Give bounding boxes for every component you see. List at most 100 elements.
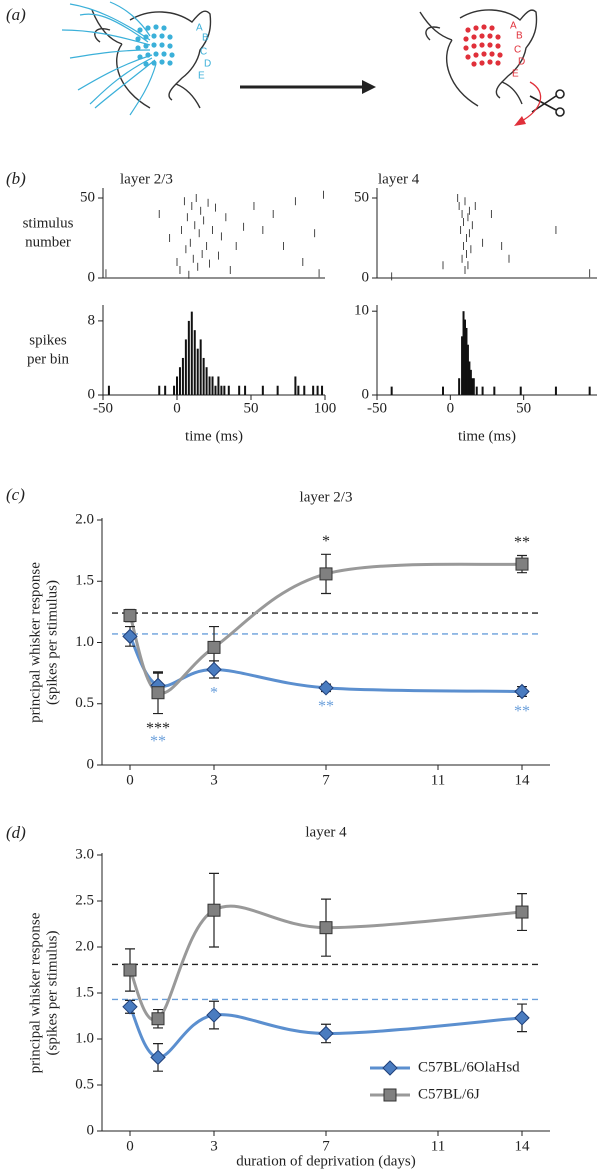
y-tick-label: 0 xyxy=(87,1122,95,1138)
x-axis-label: time (ms) xyxy=(185,428,243,444)
legend-label: C57BL/6J xyxy=(418,1086,480,1102)
y-tick-label: 0 xyxy=(88,269,96,285)
bin-bar xyxy=(178,367,181,395)
row-label: B xyxy=(516,31,523,42)
chart-title: layer 4 xyxy=(305,824,347,840)
y-tick-label: 3.0 xyxy=(75,846,94,862)
bin-bar xyxy=(190,311,193,395)
bin-bar xyxy=(208,376,211,395)
bin-bar xyxy=(223,385,226,395)
bin-bar xyxy=(458,378,461,395)
marker xyxy=(318,680,334,696)
marker xyxy=(514,683,530,700)
marker xyxy=(151,1012,165,1026)
bin-bar xyxy=(469,369,472,395)
bin-bar xyxy=(461,336,464,395)
legend-marker xyxy=(382,1060,398,1076)
y-tick-label: 1.0 xyxy=(75,1030,94,1046)
marker xyxy=(515,905,529,919)
significance-marker: ** xyxy=(514,534,530,551)
panel-label: (c) xyxy=(6,485,25,504)
bin-bar xyxy=(475,386,478,395)
marker xyxy=(150,1049,166,1066)
y-axis-label: (spikes per stimulus) xyxy=(44,580,60,705)
marker xyxy=(319,567,333,581)
legend-label: C57BL/6OlaHsd xyxy=(418,1059,520,1075)
marker xyxy=(318,1025,334,1042)
marker xyxy=(319,921,333,935)
marker xyxy=(207,903,221,917)
mouse-deprived xyxy=(419,9,538,107)
bin-bar xyxy=(164,385,167,395)
legend-marker xyxy=(383,1088,397,1102)
significance-marker: ** xyxy=(150,733,166,750)
bin-bar xyxy=(211,376,214,395)
bin-bar xyxy=(464,319,466,395)
chart-title: layer 2/3 xyxy=(120,171,173,187)
y-tick-label: 1.5 xyxy=(75,573,94,589)
marker xyxy=(207,640,221,654)
panel-label: (d) xyxy=(6,823,26,842)
bin-bar xyxy=(107,385,110,395)
bin-bar xyxy=(471,378,474,395)
x-axis-label: time (ms) xyxy=(458,428,516,444)
bin-bar xyxy=(303,385,306,395)
bin-bar xyxy=(205,367,208,395)
series-line xyxy=(128,562,523,695)
bin-bar xyxy=(276,385,279,395)
row-label: B xyxy=(202,33,209,44)
bin-bar xyxy=(466,344,469,395)
bin-bar xyxy=(316,385,319,395)
marker xyxy=(123,963,137,977)
significance-marker: * xyxy=(210,685,218,702)
bin-bar xyxy=(462,311,465,395)
bin-bar xyxy=(238,385,241,395)
row-label: A xyxy=(196,23,203,34)
bin-bar xyxy=(193,330,196,395)
y-axis-label: per bin xyxy=(27,351,70,367)
y-tick-label: 0.5 xyxy=(75,1076,94,1092)
marker xyxy=(151,686,165,700)
row-label: C xyxy=(200,47,207,58)
whisker-pad-deprived xyxy=(463,24,503,67)
y-tick-label: 0.5 xyxy=(75,695,94,711)
whiskers-intact xyxy=(61,1,157,116)
x-tick-label: 100 xyxy=(314,400,337,416)
bin-bar xyxy=(261,385,264,395)
bin-bar xyxy=(220,385,223,395)
bin-bar xyxy=(472,378,475,395)
significance-marker: * xyxy=(322,533,330,550)
bin-bar xyxy=(390,386,393,395)
cut-arrow xyxy=(514,81,542,126)
x-tick-label: 0 xyxy=(126,1138,134,1154)
whisker-pad-intact xyxy=(135,24,175,67)
row-labels-deprived: A B C D E xyxy=(510,21,525,80)
y-tick-label: 50 xyxy=(80,189,95,205)
bin-bar xyxy=(442,386,444,395)
x-tick-label: 3 xyxy=(210,1138,218,1154)
x-tick-label: 11 xyxy=(431,1138,445,1154)
y-axis-label: number xyxy=(25,234,71,250)
bin-bar xyxy=(519,386,522,395)
bin-bar xyxy=(199,339,202,395)
x-tick-label: 14 xyxy=(515,772,531,788)
bin-bar xyxy=(297,385,300,395)
row-label: D xyxy=(518,57,525,68)
row-label: D xyxy=(204,59,211,70)
y-tick-label: 0 xyxy=(362,269,370,285)
y-tick-label: 1.0 xyxy=(75,634,94,650)
bin-bar xyxy=(173,385,176,395)
x-tick-label: -50 xyxy=(93,400,113,416)
y-tick-label: 50 xyxy=(354,189,369,205)
chart-title: layer 2/3 xyxy=(300,489,353,505)
bin-bar xyxy=(481,386,484,395)
y-axis-label: principal whisker response xyxy=(27,912,43,1073)
panel-label: (b) xyxy=(6,169,26,188)
bin-bar xyxy=(158,385,161,395)
x-tick-label: 7 xyxy=(322,1138,330,1154)
row-label: E xyxy=(198,71,205,82)
marker xyxy=(122,999,138,1015)
y-tick-label: 8 xyxy=(88,312,96,328)
bin-bar xyxy=(214,385,217,395)
x-tick-label: 50 xyxy=(516,400,531,416)
